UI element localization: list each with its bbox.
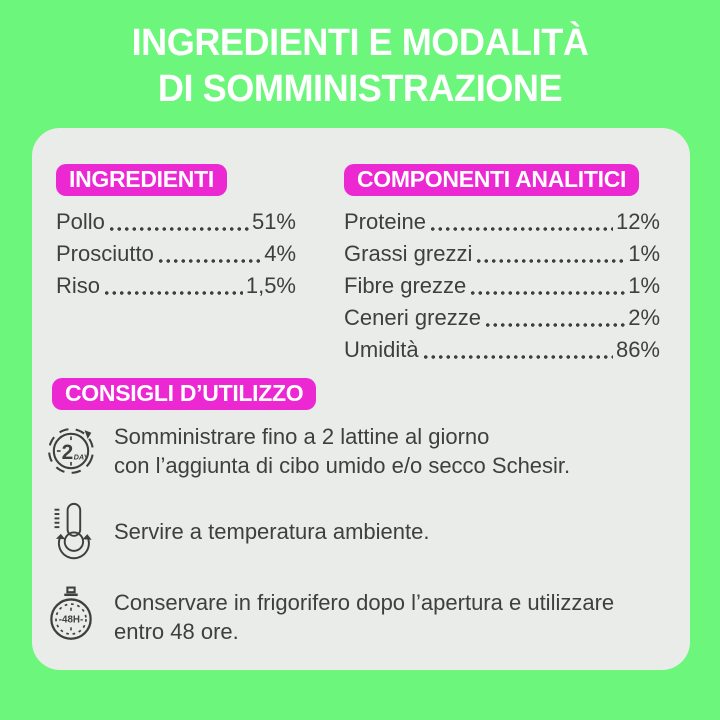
leader-dots	[421, 355, 613, 359]
thermometer-icon	[45, 500, 97, 562]
tip-text: Somministrare fino a 2 lattine al giorno…	[114, 422, 570, 480]
component-value: 2%	[628, 305, 660, 330]
analytical-components-heading: COMPONENTI ANALITICI	[344, 164, 640, 196]
page-title-line-1: INGREDIENTI E MODALITÀ	[131, 22, 589, 64]
ingredient-row: Pollo 51%	[56, 206, 296, 238]
usage-tips-heading: CONSIGLI D’UTILIZZO	[52, 378, 317, 410]
component-label: Umidità	[344, 337, 419, 362]
svg-text:2: 2	[62, 441, 74, 464]
component-row: Fibre grezze 1%	[344, 270, 660, 302]
component-value: 86%	[615, 337, 660, 362]
component-label: Fibre grezze	[344, 273, 467, 298]
tip-text: Conservare in frigorifero dopo l’apertur…	[114, 588, 614, 646]
component-row: Ceneri grezze 2%	[344, 302, 660, 334]
ingredients-list: Pollo 51% Prosciutto 4% Riso 1,5%	[56, 206, 296, 302]
tip-servings-per-day: 2 DAY Somministrare fino a 2 lattine al …	[45, 422, 570, 480]
ingredients-heading: INGREDIENTI	[56, 164, 227, 196]
tip-text-line: Conservare in frigorifero dopo l’apertur…	[114, 590, 615, 615]
tip-text: Servire a temperatura ambiente.	[114, 517, 430, 546]
tip-text-line: entro 48 ore.	[114, 619, 239, 644]
component-row: Grassi grezzi 1%	[344, 238, 660, 270]
leader-dots	[469, 291, 626, 295]
leader-dots	[428, 227, 613, 231]
component-value: 12%	[615, 209, 660, 234]
info-card: INGREDIENTI Pollo 51% Prosciutto 4% Riso…	[32, 128, 690, 670]
ingredient-value: 51%	[251, 209, 296, 234]
component-label: Grassi grezzi	[344, 241, 473, 266]
tip-storage-time: -48H- Conservare in frigorifero dopo l’a…	[45, 586, 614, 648]
ingredient-label: Riso	[56, 273, 101, 298]
page-title: INGREDIENTI E MODALITÀ DI SOMMINISTRAZIO…	[0, 20, 720, 112]
leader-dots	[107, 227, 249, 231]
ingredient-label: Pollo	[56, 209, 105, 234]
analytical-components-list: Proteine 12% Grassi grezzi 1% Fibre grez…	[344, 206, 660, 366]
tip-text-line: Servire a temperatura ambiente.	[114, 518, 430, 544]
leader-dots	[103, 291, 243, 295]
analytical-components-section: COMPONENTI ANALITICI Proteine 12% Grassi…	[344, 164, 660, 366]
svg-text:-48H-: -48H-	[59, 615, 84, 626]
svg-text:DAY: DAY	[74, 452, 90, 461]
tip-serving-temperature: Servire a temperatura ambiente.	[45, 500, 430, 562]
ingredient-value: 1,5%	[245, 273, 296, 298]
ingredient-value: 4%	[264, 241, 296, 266]
leader-dots	[483, 323, 626, 327]
component-label: Proteine	[344, 209, 426, 234]
stopwatch-48h-icon: -48H-	[45, 586, 97, 648]
leader-dots	[475, 259, 626, 263]
tip-text-line: con l’aggiunta di cibo umido e/o secco S…	[114, 453, 571, 478]
leader-dots	[156, 259, 262, 263]
component-value: 1%	[628, 273, 660, 298]
ingredient-label: Prosciutto	[56, 241, 154, 266]
tip-text-line: Somministrare fino a 2 lattine al giorno	[114, 424, 490, 449]
ingredient-row: Riso 1,5%	[56, 270, 296, 302]
two-per-day-clock-icon: 2 DAY	[45, 426, 97, 476]
ingredients-section: INGREDIENTI Pollo 51% Prosciutto 4% Riso…	[56, 164, 296, 302]
ingredient-row: Prosciutto 4%	[56, 238, 296, 270]
component-value: 1%	[628, 241, 660, 266]
component-row: Proteine 12%	[344, 206, 660, 238]
usage-tips-section: CONSIGLI D’UTILIZZO	[52, 378, 317, 410]
component-label: Ceneri grezze	[344, 305, 481, 330]
page-title-line-2: DI SOMMINISTRAZIONE	[157, 68, 563, 110]
component-row: Umidità 86%	[344, 334, 660, 366]
